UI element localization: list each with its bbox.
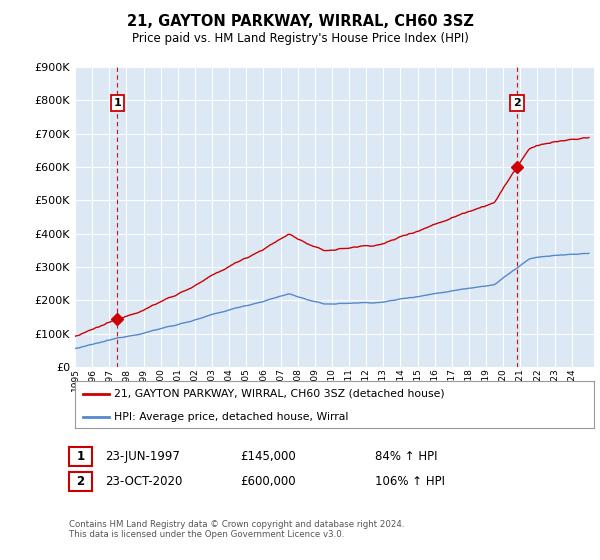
Text: 2: 2 (76, 475, 85, 488)
Text: 23-JUN-1997: 23-JUN-1997 (105, 450, 180, 463)
Text: Contains HM Land Registry data © Crown copyright and database right 2024.
This d: Contains HM Land Registry data © Crown c… (69, 520, 404, 539)
Text: HPI: Average price, detached house, Wirral: HPI: Average price, detached house, Wirr… (114, 412, 348, 422)
Text: 23-OCT-2020: 23-OCT-2020 (105, 475, 182, 488)
Text: 21, GAYTON PARKWAY, WIRRAL, CH60 3SZ: 21, GAYTON PARKWAY, WIRRAL, CH60 3SZ (127, 14, 473, 29)
Text: Price paid vs. HM Land Registry's House Price Index (HPI): Price paid vs. HM Land Registry's House … (131, 32, 469, 45)
Text: 84% ↑ HPI: 84% ↑ HPI (375, 450, 437, 463)
Text: 106% ↑ HPI: 106% ↑ HPI (375, 475, 445, 488)
Text: 2: 2 (513, 98, 521, 108)
Text: £145,000: £145,000 (240, 450, 296, 463)
Text: 1: 1 (113, 98, 121, 108)
Text: £600,000: £600,000 (240, 475, 296, 488)
Text: 1: 1 (76, 450, 85, 463)
Text: 21, GAYTON PARKWAY, WIRRAL, CH60 3SZ (detached house): 21, GAYTON PARKWAY, WIRRAL, CH60 3SZ (de… (114, 389, 445, 399)
